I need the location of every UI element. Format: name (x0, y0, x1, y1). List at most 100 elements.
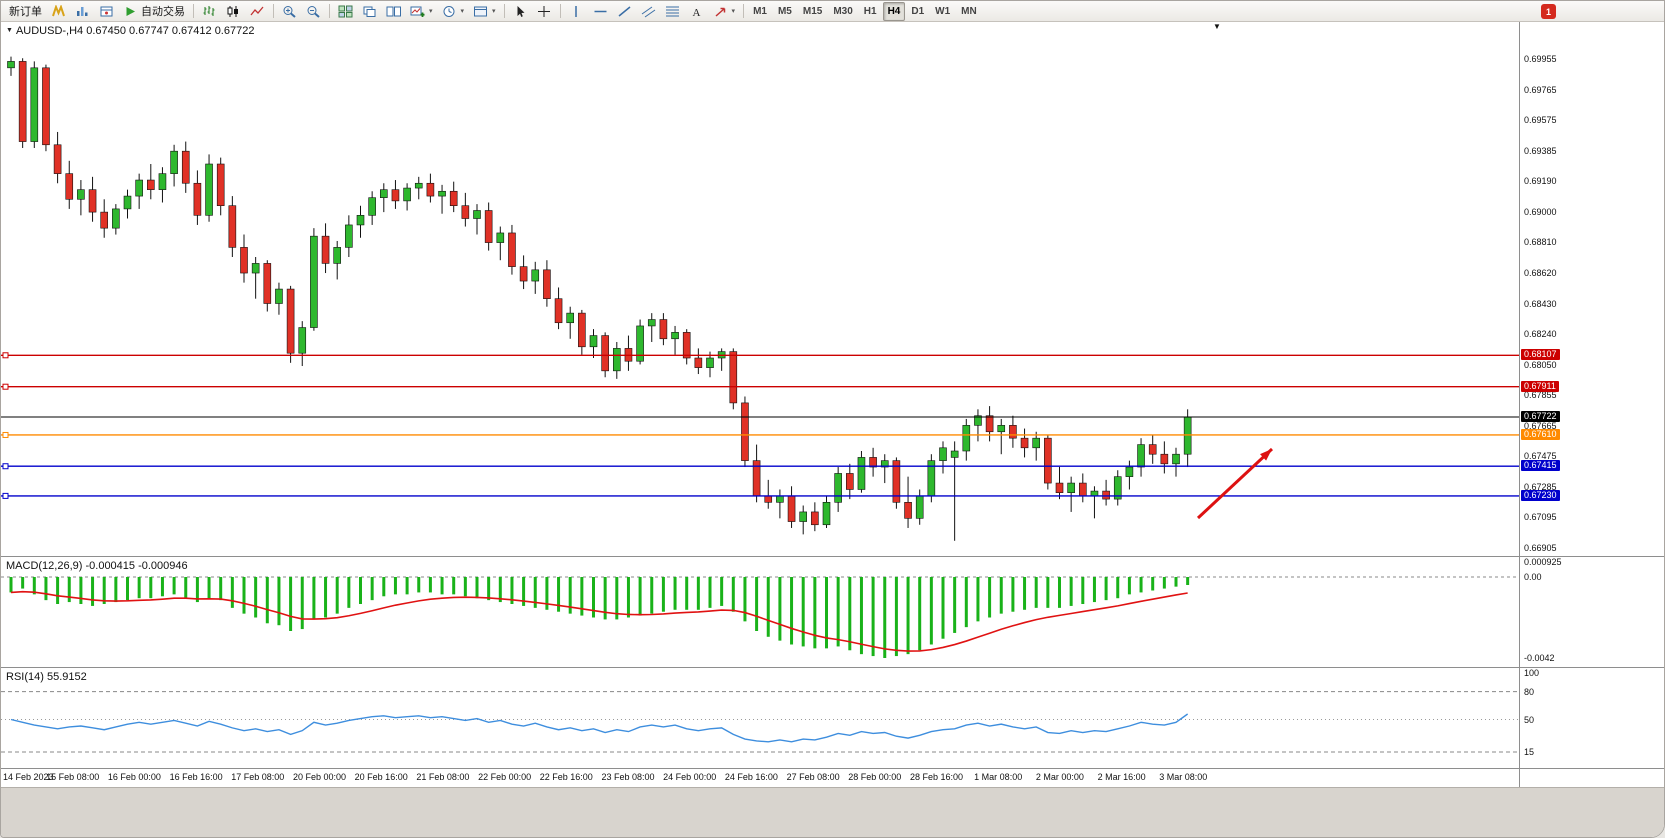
zoom-out-icon (306, 5, 321, 18)
fibonacci-button[interactable] (661, 2, 684, 21)
macd-axis-label: 0.00 (1524, 572, 1542, 582)
price-axis-label: 0.66905 (1524, 543, 1557, 553)
rsi-line (10, 713, 1189, 743)
rsi-panel: 100 80 50 15 RSI(14) 55.9152 (1, 668, 1664, 768)
panel-separator[interactable] (1, 556, 1664, 557)
timeframe-m1-button[interactable]: M1 (753, 5, 767, 17)
timeframe-d1-button[interactable]: D1 (911, 5, 925, 17)
time-axis-label: 1 Mar 08:00 (974, 772, 1023, 782)
toolbar-separator (503, 4, 505, 18)
arrows-button[interactable]: ▾ (709, 2, 740, 21)
price-axis-label: 0.69575 (1524, 115, 1557, 126)
macd-panel: 0.000925 0.00 -0.0042 MACD(12,26,9) -0.000… (1, 557, 1664, 667)
price-axis-label: 0.67095 (1524, 512, 1557, 523)
price-axis-label: 0.67475 (1524, 451, 1557, 462)
arrange-windows-button[interactable] (382, 2, 405, 21)
level-price-label: 0.67911 (1521, 380, 1559, 392)
period-button[interactable]: ▾ (438, 2, 469, 21)
line-handle[interactable] (2, 383, 9, 390)
panel-separator[interactable] (1, 667, 1664, 668)
time-axis-label: 16 Feb 00:00 (107, 772, 161, 782)
market-watch-button[interactable] (71, 2, 94, 21)
timeframe-w1-button[interactable]: W1 (935, 5, 951, 17)
bar-chart-button[interactable] (198, 2, 221, 21)
trendline-button[interactable] (613, 2, 636, 21)
line-handle[interactable] (2, 463, 9, 470)
chevron-down-icon: ▾ (460, 8, 465, 15)
data-window-icon (99, 5, 114, 18)
macd-axis-label: 0.000925 (1524, 557, 1562, 567)
time-axis-label: 2 Mar 00:00 (1035, 772, 1084, 782)
new-order-button[interactable]: 新订单 (5, 2, 46, 21)
zoom-in-button[interactable] (278, 2, 301, 21)
chevron-down-icon: ▾ (492, 8, 496, 15)
price-axis[interactable]: 0.69955 0.69765 0.69575 0.69385 0.69190 0.690… (1520, 22, 1664, 556)
period-icon (442, 5, 457, 18)
price-axis-label: 0.68430 (1524, 298, 1557, 309)
macd-name: MACD(12,26,9) (6, 560, 83, 572)
autotrading-label: 自动交易 (141, 6, 185, 18)
macd-axis[interactable]: 0.000925 0.00 -0.0042 (1520, 557, 1664, 667)
price-chart-plot[interactable] (1, 22, 1519, 556)
line-handle[interactable] (2, 431, 9, 438)
candlestick-chart-button[interactable] (222, 2, 245, 21)
vertical-line-icon (569, 5, 584, 18)
timeframe-m15-button[interactable]: M15 (802, 5, 823, 17)
time-axis[interactable]: 14 Feb 2023 15 Feb 08:00 16 Feb 00:00 16 Fe… (1, 769, 1664, 787)
arrange-windows-icon (386, 5, 401, 18)
macd-histogram (9, 577, 1190, 658)
metaquotes-logo-button[interactable] (47, 2, 70, 21)
price-axis-label: 0.67285 (1524, 481, 1557, 492)
price-axis-label: 0.68620 (1524, 267, 1557, 278)
data-window-button[interactable] (95, 2, 118, 21)
timeframe-m5-button[interactable]: M5 (777, 5, 792, 17)
time-axis-label: 17 Feb 08:00 (231, 772, 285, 782)
new-chart-button[interactable]: ▾ (406, 2, 437, 21)
price-chart-panel: 0.69955 0.69765 0.69575 0.69385 0.69190 0.690… (1, 22, 1664, 556)
rsi-name: RSI(14) (6, 671, 44, 683)
macd-plot[interactable] (1, 557, 1519, 667)
toolbar-separator (329, 4, 330, 18)
timeframe-h1-button[interactable]: H1 (863, 5, 877, 17)
channel-button[interactable] (637, 2, 660, 21)
macd-label: MACD(12,26,9) -0.000415 -0.000946 (6, 560, 188, 572)
trend-arrow-annotation[interactable] (1196, 447, 1274, 520)
template-icon (473, 5, 488, 18)
cursor-button[interactable] (509, 2, 532, 21)
time-axis-label: 22 Feb 16:00 (539, 772, 593, 782)
price-axis-label: 0.69385 (1524, 145, 1557, 156)
panel-separator[interactable] (1, 768, 1664, 769)
price-axis-label: 0.69765 (1524, 84, 1557, 95)
macd-axis-label: -0.0042 (1524, 653, 1555, 663)
price-axis-label: 0.67665 (1524, 420, 1557, 431)
line-handle[interactable] (2, 492, 9, 499)
chart-shift-marker[interactable]: ▼ (1213, 22, 1221, 31)
cascade-windows-button[interactable] (358, 2, 381, 21)
notification-icon[interactable]: 1 (1541, 4, 1556, 19)
time-axis-label: 14 Feb 2023 (3, 772, 54, 782)
tile-windows-button[interactable] (334, 2, 357, 21)
template-button[interactable]: ▾ (469, 2, 500, 21)
zoom-out-button[interactable] (302, 2, 325, 21)
text-button[interactable]: A (685, 2, 708, 21)
candlestick-chart-icon (226, 5, 241, 18)
rsi-axis[interactable]: 100 80 50 15 (1520, 668, 1664, 768)
autotrading-button[interactable]: 自动交易 (119, 2, 189, 21)
chart-title: ▼ AUDUSD-,H4 0.67450 0.67747 0.67412 0.67… (6, 25, 254, 37)
time-axis-label: 2 Mar 16:00 (1097, 772, 1146, 782)
line-handle[interactable] (2, 352, 9, 359)
horizontal-line-button[interactable] (589, 2, 612, 21)
new-order-label: 新订单 (9, 6, 42, 18)
timeframe-m30-button[interactable]: M30 (833, 5, 853, 17)
toolbar-separator (273, 4, 274, 18)
rsi-plot[interactable] (1, 668, 1519, 768)
cursor-icon (513, 5, 528, 18)
crosshair-button[interactable] (533, 2, 556, 21)
toolbar: 新订单 自动交易 ▾ ▾ ▾ A ▾ M1 M5 M15 M30 H1 H4 D1 W1 MN (1, 1, 1664, 22)
line-chart-button[interactable] (246, 2, 269, 21)
timeframe-mn-button[interactable]: MN (961, 5, 977, 17)
vertical-line-button[interactable] (565, 2, 588, 21)
timeframe-h4-button[interactable]: H4 (882, 1, 906, 21)
svg-text:A: A (692, 7, 700, 18)
price-axis-label: 0.69955 (1524, 54, 1557, 64)
